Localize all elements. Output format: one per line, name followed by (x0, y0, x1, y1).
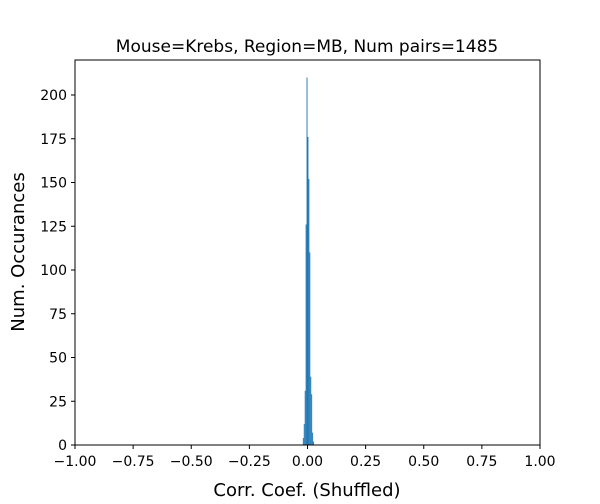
y-tick-label: 150 (40, 176, 67, 192)
x-tick-label: 0.25 (350, 454, 381, 470)
bars-group (302, 77, 315, 445)
x-tick-label: −0.25 (228, 454, 271, 470)
x-tick-label: 0.00 (292, 454, 323, 470)
y-tick-label: 100 (40, 263, 67, 279)
histogram-bar-11 (313, 441, 315, 445)
x-tick-label: 0.50 (408, 454, 439, 470)
y-tick-label: 50 (49, 351, 67, 367)
histogram-bar-5 (307, 137, 309, 445)
histogram-bar-2 (304, 390, 306, 445)
y-axis: 0 25 50 75 100 125 150 175 200 (40, 88, 75, 454)
y-tick-label: 0 (58, 438, 67, 454)
histogram-bar-9 (311, 394, 313, 445)
x-tick-label: −0.50 (170, 454, 213, 470)
x-tick-label: 1.00 (524, 454, 555, 470)
y-tick-label: 75 (49, 307, 67, 323)
histogram-bar-8 (310, 376, 312, 445)
histogram-bar-10 (312, 432, 314, 445)
histogram-bar-0 (302, 438, 304, 445)
y-tick-label: 25 (49, 394, 67, 410)
x-tick-label: 0.75 (466, 454, 497, 470)
x-tick-label: −0.75 (112, 454, 155, 470)
y-tick-label: 175 (40, 132, 67, 148)
x-axis-label: Corr. Coef. (Shuffled) (213, 480, 400, 500)
histogram-bar-3 (305, 224, 307, 445)
x-axis: −1.00 −0.75 −0.50 −0.25 0.00 0.25 0.50 0.75 1.00 (54, 445, 556, 470)
x-tick-label: −1.00 (54, 454, 97, 470)
y-tick-label: 125 (40, 219, 67, 235)
histogram-bar-6 (308, 179, 310, 445)
y-axis-label: Num. Occurances (8, 172, 29, 331)
histogram-bar-7 (309, 252, 311, 445)
y-tick-label: 200 (40, 88, 67, 104)
chart-title: Mouse=Krebs, Region=MB, Num pairs=1485 (116, 37, 498, 57)
histogram-bar-1 (303, 424, 305, 445)
histogram-bar-4 (306, 77, 308, 445)
